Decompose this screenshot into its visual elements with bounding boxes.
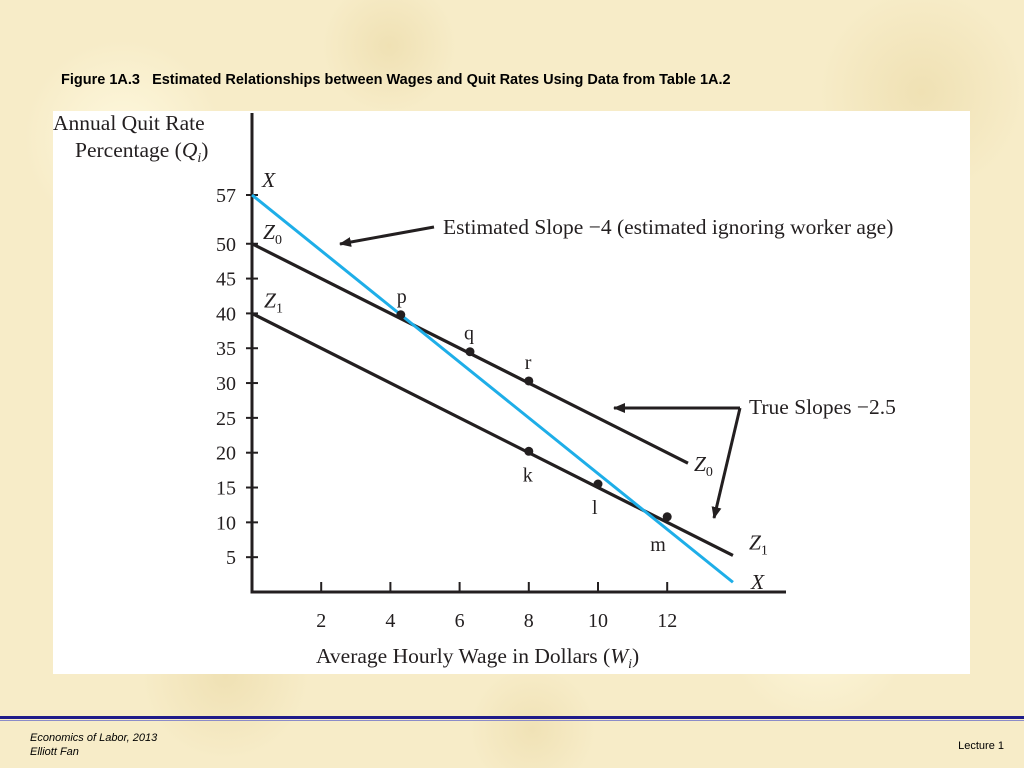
point-r (524, 376, 534, 386)
footer-credits: Economics of Labor, 2013 Elliott Fan (30, 731, 157, 759)
point-label-r: r (525, 352, 532, 374)
true-slopes-arrow-lower (711, 407, 742, 519)
footer-rule (0, 716, 1024, 719)
figure-number: Figure 1A.3 (61, 72, 140, 88)
point-k (524, 446, 534, 456)
figure-panel: Annual Quit Rate Percentage (Qi) 5 10 15 20… (53, 111, 970, 674)
slide-title: Figure 1A.3 Estimated Relationships betw… (61, 72, 731, 88)
footer-rule-thin (0, 720, 1024, 721)
x-tick-label-10: 10 (588, 610, 608, 632)
y-tick-label-35: 35 (216, 338, 236, 360)
point-label-m: m (650, 534, 666, 556)
point-q (465, 347, 475, 357)
point-label-p: p (397, 286, 407, 308)
y-tick-label-57: 57 (216, 185, 236, 207)
figure-title: Estimated Relationships between Wages an… (152, 72, 731, 88)
y-tick-label-50: 50 (216, 234, 236, 256)
line-label-x-end: X (750, 570, 765, 594)
footer-course: Economics of Labor, 2013 (30, 732, 158, 744)
y-tick-label-40: 40 (216, 303, 236, 325)
quit-rate-chart: Annual Quit Rate Percentage (Qi) 5 10 15 20… (53, 111, 896, 672)
point-p (396, 310, 406, 320)
y-tick-label-45: 45 (216, 269, 236, 291)
estimated-slope-arrow (339, 225, 435, 247)
x-tick-label-12: 12 (657, 610, 677, 632)
line-label-x-start: X (261, 168, 276, 192)
x-tick-label-6: 6 (455, 610, 465, 632)
line-estimated (251, 193, 734, 584)
x-tick-label-4: 4 (385, 610, 395, 632)
point-m (662, 512, 672, 522)
x-axis-title: Average Hourly Wage in Dollars (Wi) (316, 644, 639, 672)
point-l (593, 479, 603, 489)
y-axis-title-line2: Percentage (Qi) (75, 138, 208, 166)
y-tick-label-10: 10 (216, 512, 236, 534)
x-tick-label-2: 2 (316, 610, 326, 632)
point-label-q: q (464, 323, 474, 345)
y-tick-label-30: 30 (216, 373, 236, 395)
y-tick-label-20: 20 (216, 443, 236, 465)
y-tick-label-15: 15 (216, 478, 236, 500)
line-label-z0-start: Z0 (263, 220, 282, 248)
true-slopes-annotation: True Slopes −2.5 (749, 395, 896, 419)
estimated-slope-annotation: Estimated Slope −4 (estimated ignoring w… (443, 215, 893, 239)
point-label-l: l (592, 497, 598, 519)
footer-author: Elliott Fan (30, 746, 79, 758)
y-tick-label-25: 25 (216, 408, 236, 430)
y-axis-title-line1: Annual Quit Rate (53, 111, 205, 135)
line-label-z0-end: Z0 (694, 452, 713, 480)
footer-lecture: Lecture 1 (958, 740, 1004, 752)
line-label-z1-start: Z1 (264, 288, 283, 316)
y-tick-label-5: 5 (226, 547, 236, 569)
line-label-z1-end: Z1 (749, 530, 768, 558)
point-label-k: k (523, 464, 533, 486)
line-z1 (251, 311, 734, 557)
x-tick-label-8: 8 (524, 610, 534, 632)
